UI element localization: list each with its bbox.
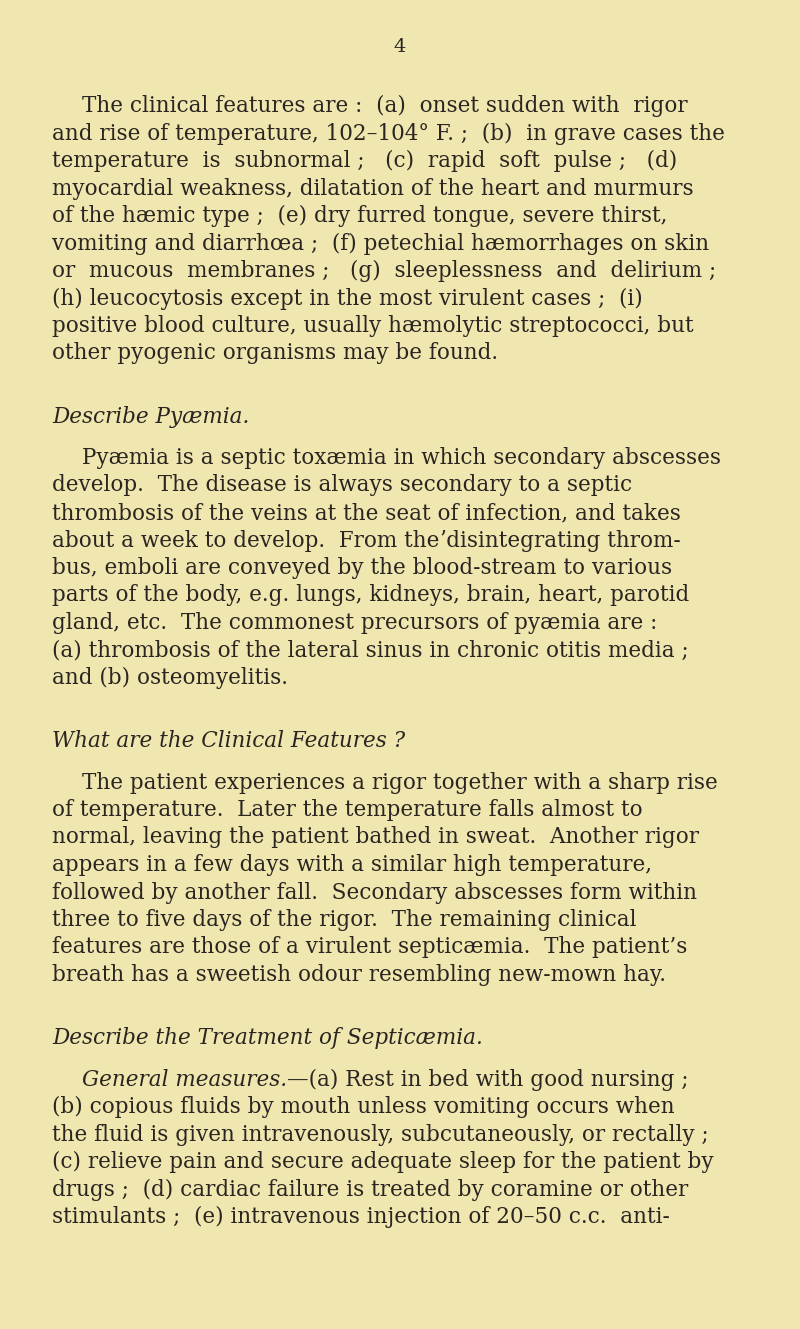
Text: develop.  The disease is always secondary to a septic: develop. The disease is always secondary…	[52, 474, 632, 497]
Text: 4: 4	[394, 39, 406, 56]
Text: What are the Clinical Features ?: What are the Clinical Features ?	[52, 730, 405, 752]
Text: or  mucous  membranes ;   (g)  sleeplessness  and  delirium ;: or mucous membranes ; (g) sleeplessness …	[52, 260, 716, 282]
Text: gland, etc.  The commonest precursors of pyæmia are :: gland, etc. The commonest precursors of …	[52, 611, 658, 634]
Text: of temperature.  Later the temperature falls almost to: of temperature. Later the temperature fa…	[52, 799, 642, 821]
Text: General measures.: General measures.	[82, 1069, 287, 1091]
Text: vomiting and diarrhœa ;  (f) petechial hæmorrhages on skin: vomiting and diarrhœa ; (f) petechial hæ…	[52, 233, 709, 255]
Text: —(a) Rest in bed with good nursing ;: —(a) Rest in bed with good nursing ;	[287, 1069, 689, 1091]
Text: (b) copious fluids by mouth unless vomiting occurs when: (b) copious fluids by mouth unless vomit…	[52, 1096, 674, 1118]
Text: myocardial weakness, dilatation of the heart and murmurs: myocardial weakness, dilatation of the h…	[52, 178, 694, 199]
Text: the fluid is given intravenously, subcutaneously, or rectally ;: the fluid is given intravenously, subcut…	[52, 1123, 709, 1146]
Text: The patient experiences a rigor together with a sharp rise: The patient experiences a rigor together…	[82, 772, 718, 793]
Text: features are those of a virulent septicæmia.  The patient’s: features are those of a virulent septicæ…	[52, 937, 687, 958]
Text: (h) leucocytosis except in the most virulent cases ;  (i): (h) leucocytosis except in the most viru…	[52, 287, 642, 310]
Text: positive blood culture, usually hæmolytic streptococci, but: positive blood culture, usually hæmolyti…	[52, 315, 694, 338]
Text: breath has a sweetish odour resembling new-mown hay.: breath has a sweetish odour resembling n…	[52, 964, 666, 986]
Text: and rise of temperature, 102–104° F. ;  (b)  in grave cases the: and rise of temperature, 102–104° F. ; (…	[52, 122, 725, 145]
Text: other pyogenic organisms may be found.: other pyogenic organisms may be found.	[52, 343, 498, 364]
Text: drugs ;  (d) cardiac failure is treated by coramine or other: drugs ; (d) cardiac failure is treated b…	[52, 1179, 688, 1200]
Text: followed by another fall.  Secondary abscesses form within: followed by another fall. Secondary absc…	[52, 881, 697, 904]
Text: stimulants ;  (e) intravenous injection of 20–50 c.c.  anti-: stimulants ; (e) intravenous injection o…	[52, 1205, 670, 1228]
Text: appears in a few days with a similar high temperature,: appears in a few days with a similar hig…	[52, 855, 652, 876]
Text: of the hæmic type ;  (e) dry furred tongue, severe thirst,: of the hæmic type ; (e) dry furred tongu…	[52, 205, 667, 227]
Text: (c) relieve pain and secure adequate sleep for the patient by: (c) relieve pain and secure adequate sle…	[52, 1151, 714, 1174]
Text: temperature  is  subnormal ;   (c)  rapid  soft  pulse ;   (d): temperature is subnormal ; (c) rapid sof…	[52, 150, 678, 171]
Text: Pyæmia is a septic toxæmia in which secondary abscesses: Pyæmia is a septic toxæmia in which seco…	[82, 447, 721, 469]
Text: three to five days of the rigor.  The remaining clinical: three to five days of the rigor. The rem…	[52, 909, 637, 932]
Text: Describe the Treatment of Septicæmia.: Describe the Treatment of Septicæmia.	[52, 1027, 483, 1050]
Text: normal, leaving the patient bathed in sweat.  Another rigor: normal, leaving the patient bathed in sw…	[52, 827, 699, 848]
Text: and (b) osteomyelitis.: and (b) osteomyelitis.	[52, 667, 288, 690]
Text: The clinical features are :  (a)  onset sudden with  rigor: The clinical features are : (a) onset su…	[82, 94, 688, 117]
Text: bus, emboli are conveyed by the blood-stream to various: bus, emboli are conveyed by the blood-st…	[52, 557, 672, 579]
Text: parts of the body, e.g. lungs, kidneys, brain, heart, parotid: parts of the body, e.g. lungs, kidneys, …	[52, 585, 690, 606]
Text: about a week to develop.  From theʼdisintegrating throm-: about a week to develop. From theʼdisint…	[52, 529, 681, 552]
Text: thrombosis of the veins at the seat of infection, and takes: thrombosis of the veins at the seat of i…	[52, 502, 681, 524]
Text: (a) thrombosis of the lateral sinus in chronic otitis media ;: (a) thrombosis of the lateral sinus in c…	[52, 639, 689, 662]
Text: Describe Pyæmia.: Describe Pyæmia.	[52, 405, 250, 428]
